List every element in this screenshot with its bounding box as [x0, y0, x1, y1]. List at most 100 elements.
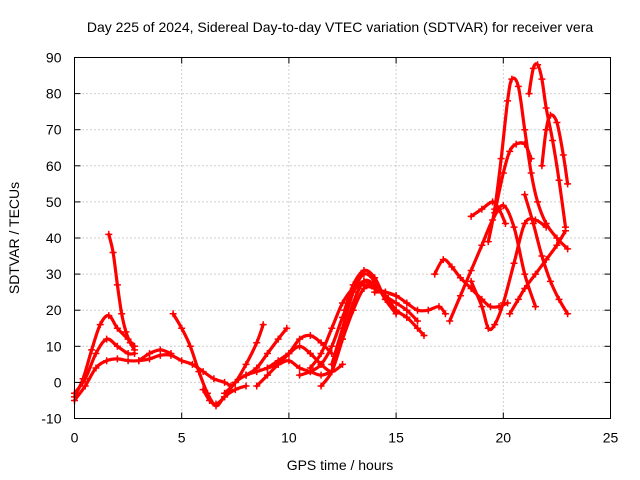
series-arc-27	[538, 111, 572, 188]
data-point	[206, 396, 214, 404]
data-point	[403, 299, 411, 307]
data-point	[283, 324, 291, 332]
x-tick-label: 20	[496, 430, 512, 446]
chart-title: Day 225 of 2024, Sidereal Day-to-day VTE…	[87, 19, 593, 35]
data-point	[92, 364, 100, 372]
series-arc-12	[296, 277, 379, 379]
data-point	[512, 140, 520, 148]
y-tick-label: 80	[46, 86, 62, 102]
data-point	[546, 111, 554, 119]
data-point	[178, 324, 186, 332]
data-point	[296, 342, 304, 350]
data-point	[371, 288, 379, 296]
data-point	[529, 64, 537, 72]
data-point	[341, 306, 349, 314]
series-arc-10	[253, 331, 336, 390]
data-point	[113, 355, 121, 363]
y-tick-label: -10	[41, 411, 61, 427]
data-point	[561, 223, 569, 231]
data-point	[542, 220, 550, 228]
data-point	[478, 205, 486, 213]
data-point	[328, 324, 336, 332]
x-tick-label: 15	[388, 430, 404, 446]
data-point	[156, 346, 164, 354]
data-point	[253, 364, 261, 372]
data-point	[328, 360, 336, 368]
data-point	[456, 274, 464, 282]
data-point	[306, 331, 314, 339]
data-point	[259, 321, 267, 329]
data-point	[478, 241, 486, 249]
data-point	[564, 180, 572, 188]
data-point	[506, 147, 514, 155]
series-arc-24	[491, 140, 535, 217]
data-point	[525, 90, 533, 98]
data-point	[274, 335, 282, 343]
data-point	[564, 310, 572, 318]
data-point	[491, 321, 499, 329]
data-point	[339, 299, 346, 307]
data-point	[527, 155, 535, 163]
data-point	[504, 97, 512, 105]
y-tick-label: 90	[46, 50, 62, 66]
data-point	[484, 324, 492, 332]
data-point	[414, 306, 422, 314]
series-line	[72, 337, 137, 395]
data-point	[317, 350, 325, 358]
data-point	[538, 75, 546, 83]
x-tick-label: 25	[603, 430, 619, 446]
y-tick-label: 20	[46, 302, 62, 318]
y-axis-label: SDTVAR / TECUs	[6, 182, 22, 294]
series-arc-28	[521, 191, 572, 318]
data-point	[263, 371, 271, 379]
data-point	[339, 335, 346, 343]
data-point	[328, 368, 336, 376]
data-point	[508, 75, 516, 83]
data-point	[178, 357, 186, 365]
data-point	[169, 310, 177, 318]
data-point	[403, 313, 411, 321]
data-point	[118, 310, 126, 318]
data-point	[186, 342, 194, 350]
data-point	[195, 368, 203, 376]
data-point	[231, 386, 239, 394]
data-point	[529, 220, 537, 228]
y-tick-label: 40	[46, 230, 62, 246]
data-point	[135, 357, 143, 365]
data-point	[486, 303, 494, 311]
data-point	[242, 382, 250, 390]
data-point	[542, 126, 550, 134]
data-point	[317, 371, 325, 379]
y-tick-label: 50	[46, 194, 62, 210]
data-point	[109, 248, 117, 256]
data-point	[534, 61, 542, 69]
data-point	[521, 285, 529, 293]
data-point	[124, 350, 132, 358]
data-point	[381, 288, 389, 296]
data-point	[285, 350, 293, 358]
data-point	[113, 281, 121, 289]
data-point	[88, 346, 96, 354]
series-arc-18	[371, 288, 449, 318]
y-tick-label: 10	[46, 338, 62, 354]
data-point	[531, 303, 539, 311]
data-point	[231, 378, 239, 386]
data-point	[448, 263, 456, 271]
data-point	[122, 328, 130, 336]
data-series	[71, 61, 572, 410]
data-point	[555, 295, 563, 303]
data-point	[360, 285, 368, 293]
data-point	[497, 155, 505, 163]
data-point	[521, 126, 529, 134]
series-line	[255, 333, 334, 388]
data-point	[414, 324, 422, 332]
data-point	[553, 118, 561, 126]
data-point	[564, 245, 572, 253]
data-point	[242, 360, 250, 368]
series-line	[343, 268, 398, 316]
data-point	[105, 312, 113, 320]
series-arc-17	[341, 266, 400, 318]
data-point	[431, 270, 439, 278]
data-point	[521, 191, 529, 199]
data-point	[253, 339, 261, 347]
